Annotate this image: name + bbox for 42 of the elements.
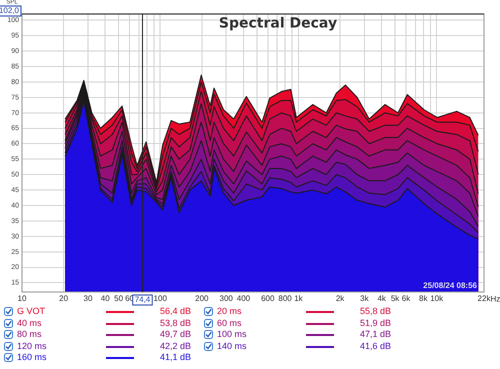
x-tick-label: 600 bbox=[261, 294, 275, 304]
x-tick-label: 300 bbox=[219, 294, 234, 304]
text: 56,4 dB bbox=[160, 306, 192, 317]
x-tick-label: 3k bbox=[360, 294, 370, 304]
x-tick-label: 100 bbox=[154, 294, 168, 304]
text: 42,2 dB bbox=[160, 340, 192, 352]
x-tick-label: 6k bbox=[402, 294, 412, 304]
x-tick-label: 8k bbox=[419, 294, 428, 304]
x-tick-label: 10 bbox=[18, 294, 27, 304]
text: 60 ms bbox=[217, 318, 242, 329]
text: 160 ms bbox=[17, 352, 47, 364]
text: 41,1 dB bbox=[160, 352, 192, 364]
text: 140 ms bbox=[217, 340, 247, 352]
x-tick-label: 800 bbox=[278, 294, 292, 304]
text: 55,8 dB bbox=[360, 306, 392, 317]
x-tick-label: 40 bbox=[100, 294, 110, 304]
text: 47,1 dB bbox=[360, 329, 392, 340]
x-axis-title: Hz bbox=[490, 294, 500, 304]
text: 40 ms bbox=[17, 318, 42, 329]
x-tick-label: 30 bbox=[83, 294, 93, 304]
x-tick-label: 400 bbox=[236, 294, 251, 304]
annotation: 25/08/24 08:56 bbox=[423, 281, 478, 290]
x-tick-label: 50 bbox=[114, 294, 124, 304]
x-tick-label: 20 bbox=[59, 294, 69, 304]
chart-title: Spectral Decay bbox=[218, 16, 338, 32]
ref-line-label: 74,4 bbox=[134, 295, 151, 304]
x-tick-label: 2k bbox=[336, 294, 346, 304]
x-tick-label: 10k bbox=[430, 294, 444, 304]
x-tick-label: 5k bbox=[390, 294, 400, 304]
text: 49,7 dB bbox=[160, 329, 192, 340]
text: 120 ms bbox=[17, 340, 47, 352]
x-tick-label: 200 bbox=[195, 294, 210, 304]
text: G VOT bbox=[17, 306, 46, 317]
text: 51,9 dB bbox=[360, 318, 392, 329]
text: 80 ms bbox=[17, 329, 42, 340]
x-tick-label: 4k bbox=[377, 294, 387, 304]
x-tick-label: 22k bbox=[478, 294, 492, 304]
text: 41,6 dB bbox=[360, 340, 392, 352]
series-label: 20 ms bbox=[217, 306, 242, 317]
x-tick-label: 1k bbox=[294, 294, 304, 304]
text: 100 ms bbox=[217, 329, 247, 340]
text: 53,8 dB bbox=[160, 318, 192, 329]
